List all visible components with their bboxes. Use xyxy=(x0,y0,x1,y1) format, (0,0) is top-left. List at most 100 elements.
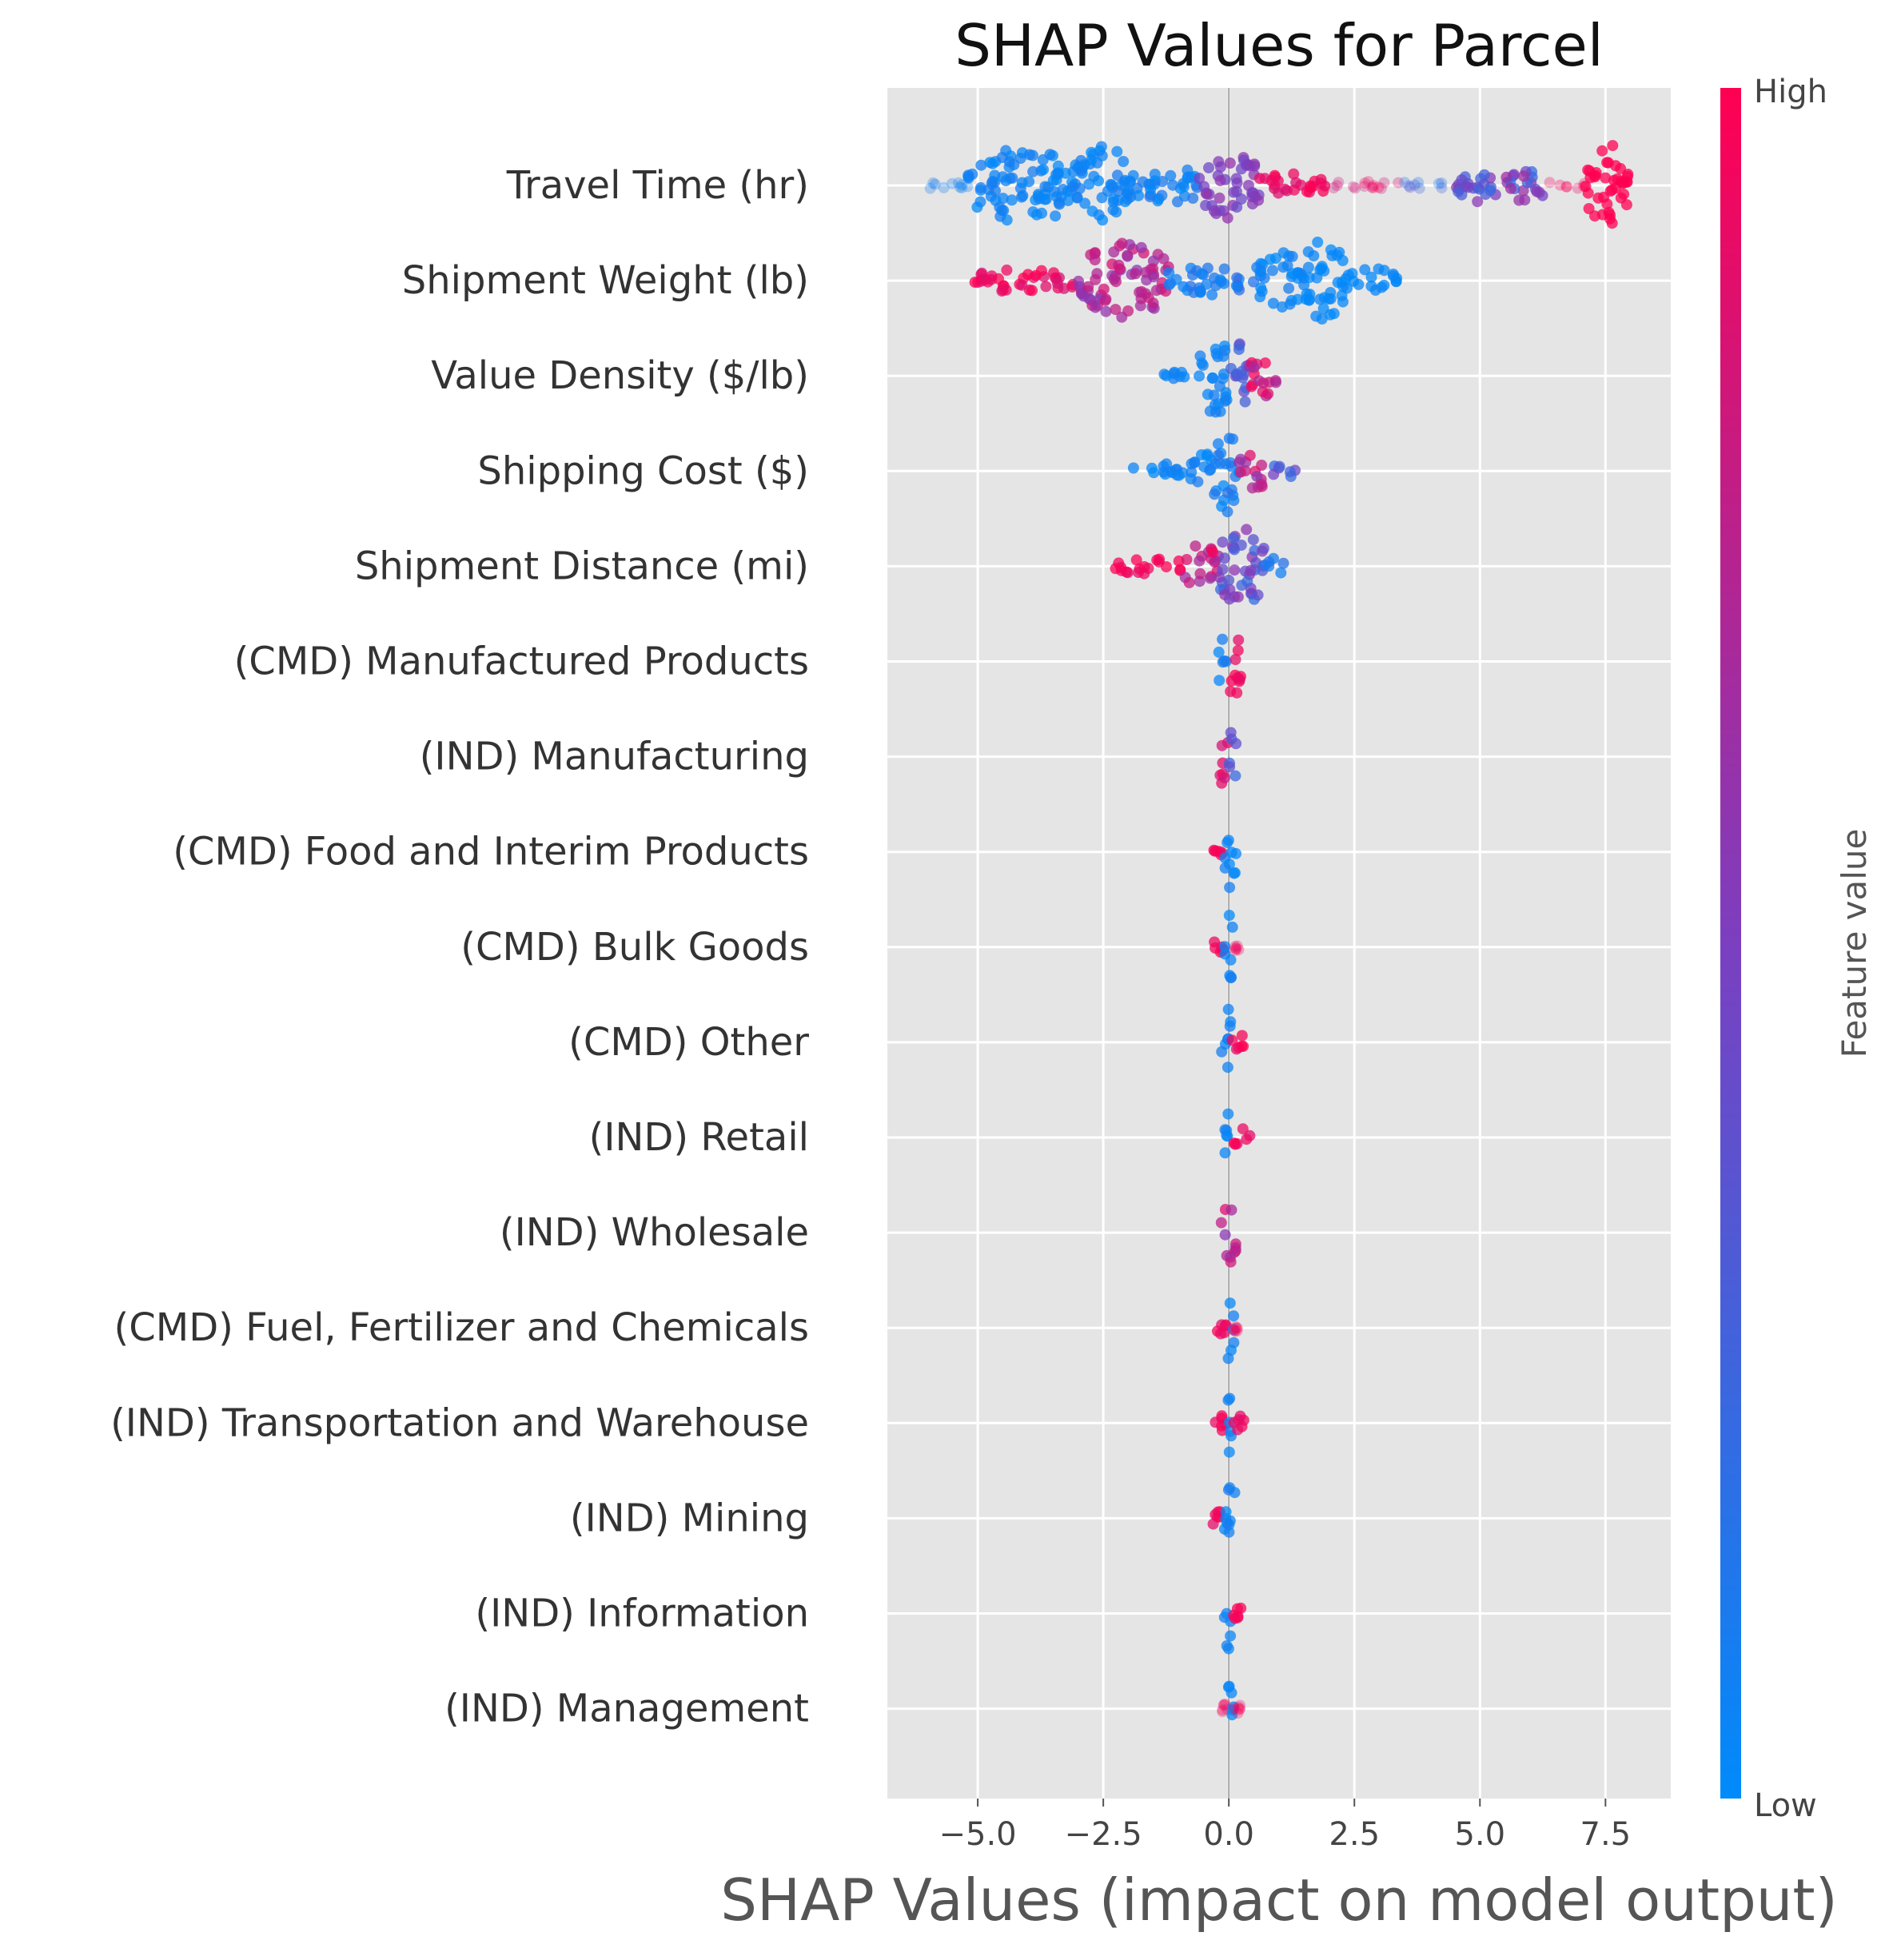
shap-point xyxy=(1079,197,1091,209)
shap-point xyxy=(1217,1704,1229,1716)
shap-point xyxy=(1096,149,1108,161)
shap-point xyxy=(1403,180,1415,192)
shap-point xyxy=(974,184,986,196)
shap-point xyxy=(1110,563,1122,575)
shap-point xyxy=(1399,177,1411,189)
shap-point xyxy=(1239,396,1251,408)
shap-point xyxy=(1286,250,1298,262)
shap-point xyxy=(1230,942,1242,954)
shap-point xyxy=(1436,177,1448,189)
shap-point xyxy=(1214,675,1225,687)
shap-point xyxy=(1219,458,1231,470)
feature-label: (IND) Management xyxy=(444,1687,809,1731)
shap-point xyxy=(1302,246,1314,257)
shap-point xyxy=(1163,279,1175,291)
shap-point xyxy=(1284,298,1296,310)
shap-point xyxy=(1233,634,1245,646)
shap-point xyxy=(1062,194,1074,206)
shap-point xyxy=(1388,270,1400,282)
shap-point xyxy=(1108,193,1119,205)
shap-point xyxy=(1229,1321,1241,1333)
shap-point xyxy=(1222,487,1233,499)
shap-point xyxy=(1342,269,1354,281)
feature-row-points xyxy=(1215,1204,1241,1268)
shap-point xyxy=(1222,1352,1234,1364)
shap-point xyxy=(1241,524,1253,536)
shap-point xyxy=(1216,1046,1228,1058)
shap-point xyxy=(1337,255,1349,266)
shap-point xyxy=(1225,686,1237,697)
feature-row-points xyxy=(1158,338,1281,418)
shap-point xyxy=(1223,432,1235,444)
feature-label: (CMD) Fuel, Fertilizer and Chemicals xyxy=(114,1305,809,1350)
shap-point xyxy=(1098,283,1110,295)
shap-point xyxy=(1048,267,1060,279)
shap-point xyxy=(1229,564,1241,576)
shap-point xyxy=(1245,380,1257,392)
shap-point xyxy=(1222,212,1233,224)
shap-point xyxy=(1254,266,1266,278)
shap-point xyxy=(1218,552,1230,564)
shap-point xyxy=(989,169,1001,181)
shap-point xyxy=(1059,167,1071,179)
shap-point xyxy=(1233,1703,1245,1715)
feature-label: (CMD) Bulk Goods xyxy=(460,925,809,970)
shap-point xyxy=(1030,209,1042,221)
shap-point xyxy=(1225,1204,1237,1216)
shap-point xyxy=(1219,862,1231,874)
shap-point xyxy=(1088,170,1100,182)
shap-point xyxy=(1373,181,1385,193)
shap-point xyxy=(1223,1526,1235,1538)
shap-point xyxy=(1233,344,1245,356)
shap-point xyxy=(1044,149,1056,161)
shap-point xyxy=(1228,495,1240,507)
shap-point xyxy=(1200,200,1212,211)
shap-point xyxy=(1225,971,1237,983)
shap-point xyxy=(1333,177,1345,189)
shap-point xyxy=(1312,237,1324,248)
shap-point xyxy=(1500,171,1512,183)
shap-point xyxy=(1219,395,1231,407)
shap-point xyxy=(1218,1699,1229,1711)
shap-point xyxy=(1146,462,1158,474)
shap-point xyxy=(1283,282,1295,294)
shap-point xyxy=(1228,1703,1240,1715)
feature-row-points xyxy=(1210,1392,1249,1458)
shap-point xyxy=(947,177,958,189)
feature-row-points xyxy=(1212,1297,1243,1364)
shap-point xyxy=(1366,181,1378,193)
shap-point xyxy=(1318,292,1330,304)
shap-point xyxy=(1589,169,1601,181)
shap-point xyxy=(1472,196,1484,208)
shap-point xyxy=(1099,294,1111,306)
shap-point xyxy=(1142,292,1154,304)
shap-point xyxy=(1178,281,1190,293)
shap-point xyxy=(1213,646,1225,658)
shap-point xyxy=(1219,1147,1231,1159)
shap-point xyxy=(1204,572,1216,584)
shap-point xyxy=(1153,556,1165,568)
beeswarm-points xyxy=(924,140,1634,1721)
shap-point xyxy=(924,182,936,194)
shap-point xyxy=(1215,276,1227,288)
shap-point xyxy=(1209,488,1221,500)
shap-point xyxy=(1054,198,1066,210)
shap-point xyxy=(1232,671,1243,683)
feature-row-points xyxy=(1207,1482,1241,1538)
shap-point xyxy=(986,157,998,169)
shap-point xyxy=(1097,214,1109,226)
shap-point xyxy=(1244,160,1256,172)
shap-point xyxy=(1235,163,1247,175)
shap-point xyxy=(1413,182,1425,194)
shap-point xyxy=(975,269,987,281)
shap-point xyxy=(1373,263,1385,275)
shap-point xyxy=(1456,189,1468,201)
shap-point xyxy=(1221,1249,1233,1261)
shap-point xyxy=(1202,450,1213,462)
shap-point xyxy=(1224,584,1236,596)
shap-point xyxy=(1016,279,1028,291)
shap-point xyxy=(1194,555,1206,567)
shap-point xyxy=(1124,175,1136,187)
shap-point xyxy=(1209,458,1221,470)
shap-point xyxy=(1082,281,1094,293)
